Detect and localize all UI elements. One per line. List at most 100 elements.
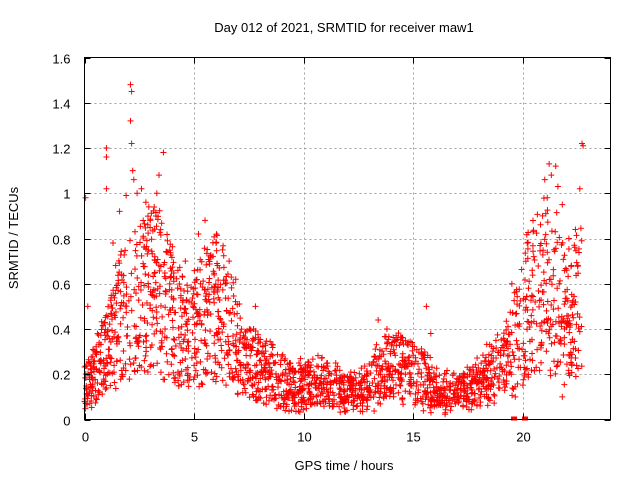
- data-point: [536, 367, 543, 374]
- data-point: [220, 242, 227, 249]
- data-point: [171, 337, 178, 344]
- data-point: [127, 361, 134, 368]
- data-point: [133, 241, 140, 248]
- data-point: [451, 387, 458, 394]
- data-point: [413, 378, 420, 385]
- data-point: [465, 406, 472, 413]
- data-point: [256, 357, 263, 364]
- data-point: [276, 391, 283, 398]
- spike-point: [539, 212, 546, 219]
- data-point: [302, 368, 309, 375]
- data-point: [508, 363, 515, 370]
- data-point: [495, 384, 502, 391]
- data-point: [163, 334, 170, 341]
- data-point: [460, 403, 467, 410]
- data-point: [180, 379, 187, 386]
- data-point: [245, 341, 252, 348]
- data-point: [388, 387, 395, 394]
- spike-point: [423, 303, 430, 310]
- data-point: [476, 395, 483, 402]
- data-point: [277, 361, 284, 368]
- data-point: [318, 355, 325, 362]
- data-point: [163, 350, 170, 357]
- data-point: [513, 310, 520, 317]
- data-point: [325, 389, 332, 396]
- data-point: [496, 373, 503, 380]
- data-point: [179, 297, 186, 304]
- data-point: [220, 323, 227, 330]
- data-point: [265, 397, 272, 404]
- data-point: [156, 229, 163, 236]
- data-point: [274, 351, 281, 358]
- data-point: [283, 387, 290, 394]
- y-tick-label: 1.6: [52, 52, 70, 67]
- data-point: [104, 328, 111, 335]
- data-point: [224, 271, 231, 278]
- data-point: [148, 291, 155, 298]
- data-point: [148, 236, 155, 243]
- data-point: [124, 323, 131, 330]
- data-point: [452, 382, 459, 389]
- data-point: [164, 237, 171, 244]
- data-point: [564, 317, 571, 324]
- data-point: [489, 374, 496, 381]
- data-point: [411, 361, 418, 368]
- data-point: [170, 269, 177, 276]
- data-point: [272, 359, 279, 366]
- data-point: [422, 360, 429, 367]
- data-point: [541, 318, 548, 325]
- data-point: [567, 339, 574, 346]
- data-point: [157, 226, 164, 233]
- data-point: [412, 390, 419, 397]
- data-point: [142, 333, 149, 340]
- data-point: [123, 284, 130, 291]
- x-tick-label: 10: [297, 430, 311, 445]
- data-point: [106, 335, 113, 342]
- data-point: [113, 338, 120, 345]
- data-point: [98, 380, 105, 387]
- data-point: [265, 383, 272, 390]
- data-point: [247, 352, 254, 359]
- data-point: [543, 348, 550, 355]
- data-point: [544, 249, 551, 256]
- data-point: [516, 302, 523, 309]
- data-point: [223, 382, 230, 389]
- data-point: [443, 378, 450, 385]
- data-point: [150, 314, 157, 321]
- data-point: [572, 247, 579, 254]
- data-point: [528, 312, 535, 319]
- spike-point: [142, 199, 149, 206]
- data-point: [192, 336, 199, 343]
- data-point: [561, 252, 568, 259]
- data-point: [384, 340, 391, 347]
- y-tick-labels: 0 0.2 0.4 0.6 0.8 1 1.2 1.4 1.6: [52, 52, 70, 429]
- data-point: [202, 340, 209, 347]
- data-point: [374, 362, 381, 369]
- data-point: [216, 315, 223, 322]
- data-point: [192, 306, 199, 313]
- data-point: [422, 392, 429, 399]
- data-point: [536, 297, 543, 304]
- data-point: [367, 394, 374, 401]
- data-point: [96, 368, 103, 375]
- data-point: [416, 366, 423, 373]
- data-point: [185, 383, 192, 390]
- data-point: [131, 367, 138, 374]
- data-point: [489, 380, 496, 387]
- data-point: [123, 332, 130, 339]
- data-point: [198, 337, 205, 344]
- data-point: [177, 292, 184, 299]
- data-point: [552, 370, 559, 377]
- data-point: [448, 403, 455, 410]
- data-point: [381, 333, 388, 340]
- data-point: [295, 359, 302, 366]
- data-point: [182, 321, 189, 328]
- data-point: [364, 403, 371, 410]
- data-point: [154, 360, 161, 367]
- data-point: [219, 286, 226, 293]
- data-point: [291, 379, 298, 386]
- data-point: [251, 362, 258, 369]
- spike-point: [164, 249, 171, 256]
- data-point: [543, 328, 550, 335]
